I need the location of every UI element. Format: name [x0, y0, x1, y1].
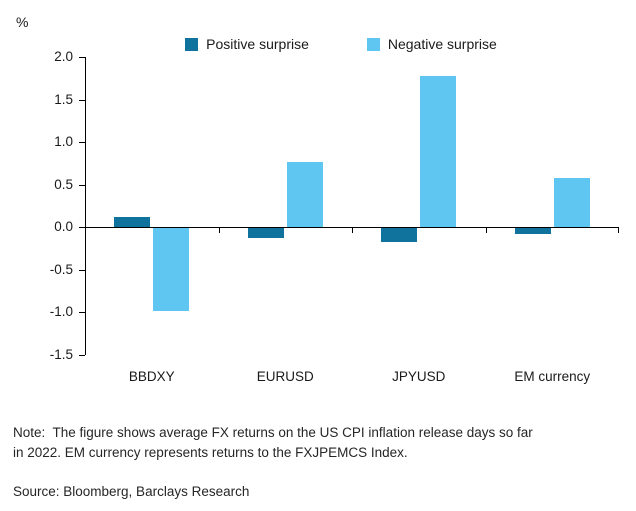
- bar-negative-bbdxy: [153, 228, 189, 311]
- bar-positive-em-currency: [515, 228, 551, 234]
- legend-swatch-positive: [185, 37, 199, 51]
- legend: Positive surprise Negative surprise: [46, 36, 636, 52]
- legend-item-positive: Positive surprise: [185, 36, 309, 52]
- category-label: EM currency: [514, 369, 591, 384]
- y-tick-label: -0.5: [49, 262, 73, 277]
- category-label: EURUSD: [256, 369, 314, 384]
- bar-negative-jpyusd: [420, 76, 456, 227]
- bar-chart: 2.0 1.5 1.0 0.5 0.0 -0.5 -1.0 -1.5 BBDXY EURUSD JP…: [50, 49, 619, 384]
- y-axis-unit-label: %: [16, 14, 29, 30]
- legend-label-negative: Negative surprise: [387, 36, 497, 52]
- y-tick-label: 0.5: [54, 177, 73, 192]
- legend-item-negative: Negative surprise: [366, 36, 497, 52]
- y-tick: [79, 185, 85, 186]
- category-label: JPYUSD: [392, 369, 446, 384]
- y-tick: [79, 142, 85, 143]
- y-tick-label: -1.0: [49, 304, 73, 319]
- y-axis-line: [85, 57, 86, 355]
- note-text: Note: The figure shows average FX return…: [13, 425, 533, 460]
- x-tick: [85, 227, 86, 233]
- x-tick: [352, 227, 353, 233]
- bar-positive-jpyusd: [381, 228, 417, 242]
- bar-positive-eurusd: [248, 228, 284, 238]
- legend-swatch-negative: [366, 37, 380, 51]
- x-tick: [219, 227, 220, 233]
- y-tick: [79, 312, 85, 313]
- bar-positive-bbdxy: [114, 217, 150, 227]
- source-text: Source: Bloomberg, Barclays Research: [13, 484, 250, 499]
- bar-negative-em-currency: [554, 178, 590, 227]
- y-tick-label: 0.0: [54, 219, 73, 234]
- y-tick-label: 1.0: [54, 134, 73, 149]
- bar-negative-eurusd: [287, 162, 323, 227]
- category-label: BBDXY: [128, 369, 175, 384]
- y-tick-label: 1.5: [54, 92, 73, 107]
- y-tick-label: -1.5: [49, 347, 73, 362]
- y-tick-label: 2.0: [54, 49, 73, 64]
- x-tick: [618, 227, 619, 233]
- y-tick: [79, 57, 85, 58]
- y-tick: [79, 227, 85, 228]
- y-tick: [79, 100, 85, 101]
- y-tick: [79, 270, 85, 271]
- legend-label-positive: Positive surprise: [206, 36, 309, 52]
- x-tick: [486, 227, 487, 233]
- y-tick: [79, 355, 85, 356]
